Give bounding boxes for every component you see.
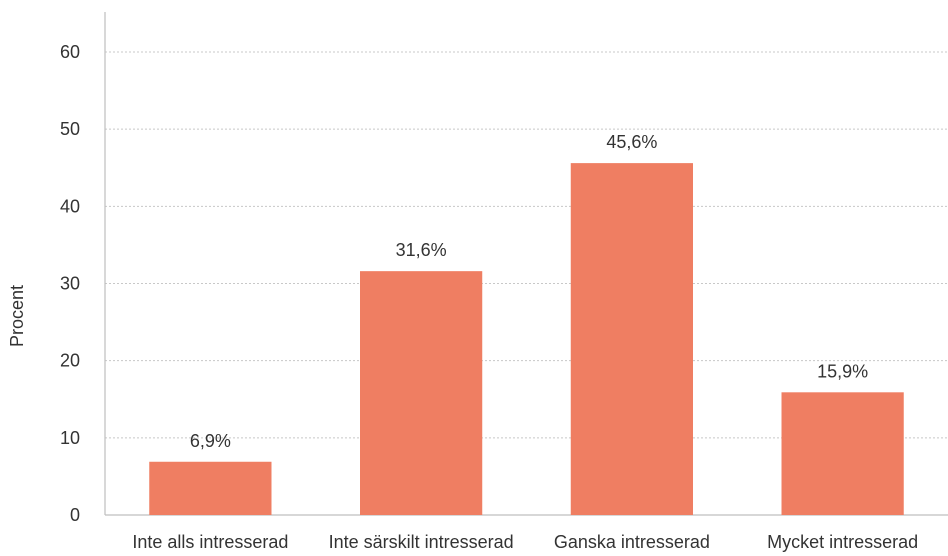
category-labels: Inte alls intresserad Inte särskilt intre… xyxy=(132,532,918,552)
y-axis-title: Procent xyxy=(7,285,27,347)
y-tick-label: 10 xyxy=(60,428,80,448)
x-tick-label: Inte alls intresserad xyxy=(132,532,288,552)
y-tick-label: 50 xyxy=(60,119,80,139)
y-tick-label: 40 xyxy=(60,196,80,216)
y-tick-label: 60 xyxy=(60,42,80,62)
x-tick-label: Mycket intresserad xyxy=(767,532,918,552)
data-label: 45,6% xyxy=(606,132,657,152)
data-label: 15,9% xyxy=(817,361,868,381)
gridlines xyxy=(105,51,948,439)
y-tick-label: 30 xyxy=(60,274,80,294)
data-labels: 6,9% 31,6% 45,6% 15,9% xyxy=(190,132,868,451)
y-tick-label: 20 xyxy=(60,351,80,371)
data-label: 6,9% xyxy=(190,431,231,451)
x-tick-label: Ganska intresserad xyxy=(554,532,710,552)
y-tick-labels: 0 10 20 30 40 50 60 xyxy=(60,42,80,525)
data-label: 31,6% xyxy=(396,240,447,260)
bar xyxy=(149,461,272,515)
x-tick-label: Inte särskilt intresserad xyxy=(329,532,514,552)
bars xyxy=(149,163,904,515)
bar xyxy=(781,392,904,515)
y-tick-label: 0 xyxy=(70,505,80,525)
bar xyxy=(570,163,693,515)
bar xyxy=(360,271,483,515)
